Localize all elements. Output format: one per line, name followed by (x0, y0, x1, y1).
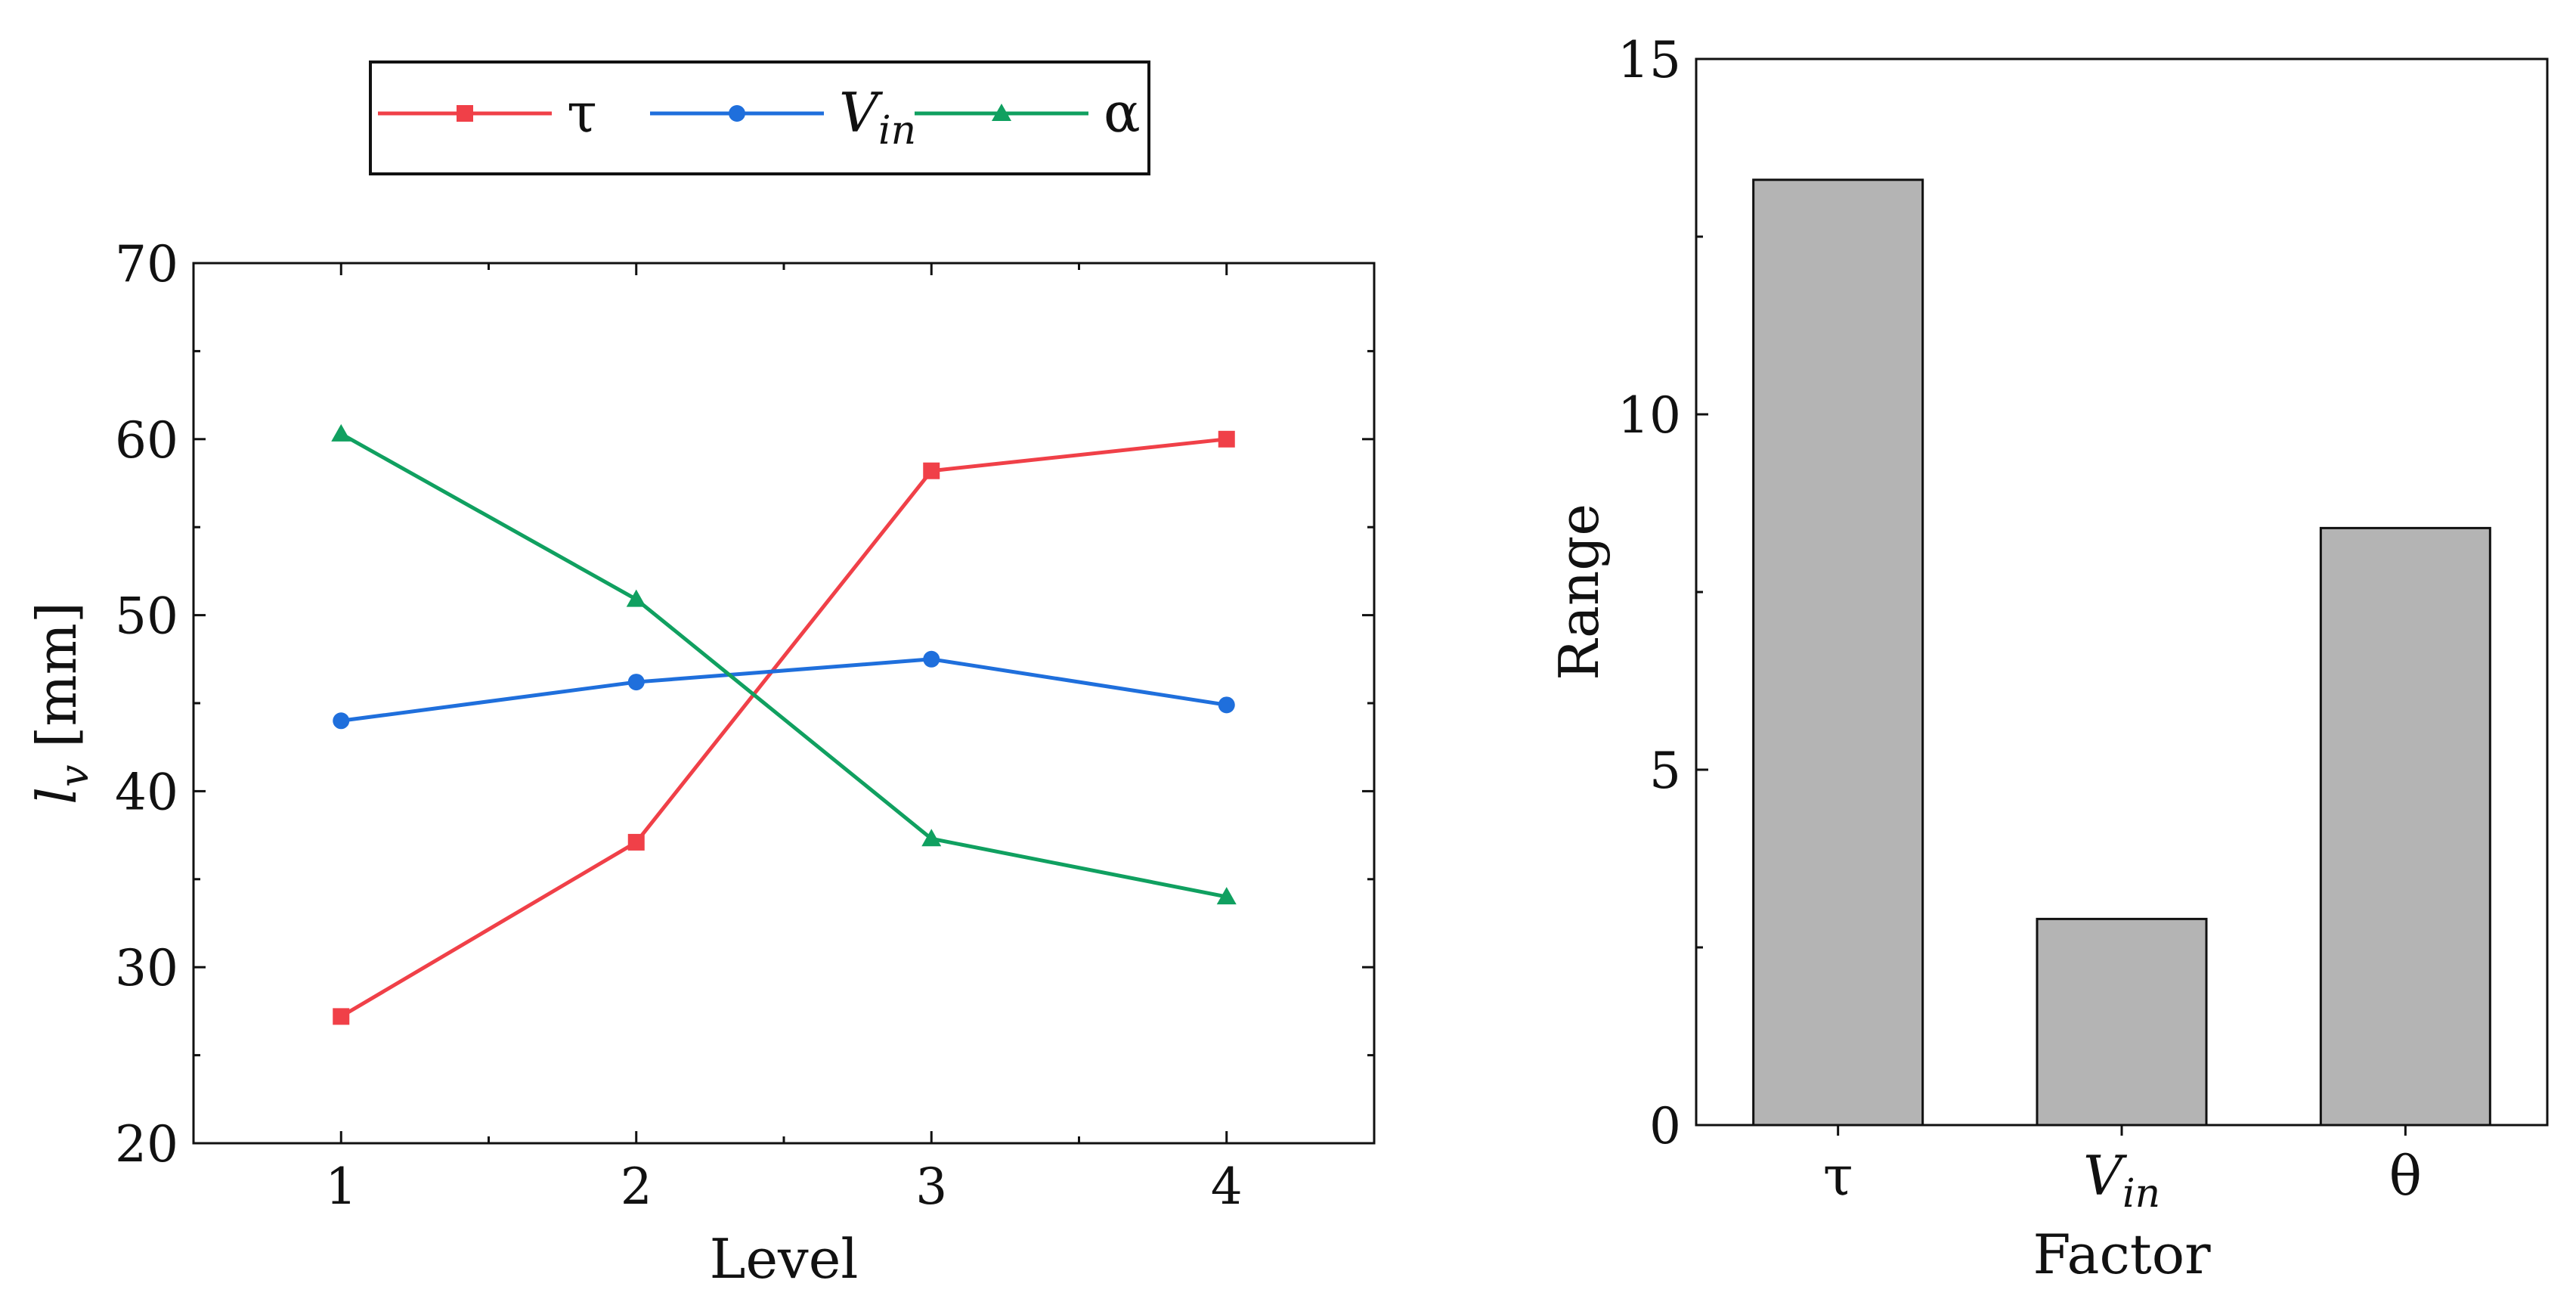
x-axis-label: Factor (2033, 1223, 2211, 1286)
data-point (627, 674, 645, 691)
y-tick-label: 0 (1649, 1097, 1681, 1155)
data-point (921, 829, 942, 847)
legend-label: Vin (839, 81, 916, 153)
plot-frame (192, 262, 1376, 1145)
bar (1752, 178, 1924, 1127)
series-line (339, 437, 1228, 1018)
legend-marker (457, 105, 473, 122)
legend-label: τ (567, 81, 597, 144)
y-axis-label: lv [mm] (25, 602, 98, 804)
data-point (1216, 887, 1237, 905)
legend-marker (729, 105, 745, 122)
x-tick-label: τ (1823, 1144, 1853, 1207)
y-tick-label: 70 (115, 235, 178, 293)
x-tick-label: Vin (2083, 1144, 2160, 1217)
x-tick-label: 1 (325, 1158, 357, 1216)
y-tick-label: 50 (115, 587, 178, 646)
y-tick-label: 40 (115, 763, 178, 821)
bar (2036, 917, 2208, 1127)
x-tick-label: 3 (915, 1158, 947, 1216)
x-tick-label: θ (2389, 1144, 2422, 1207)
x-tick-label: 4 (1211, 1158, 1243, 1216)
y-tick-label: 20 (115, 1115, 178, 1173)
x-axis-label: Level (710, 1227, 859, 1291)
y-tick-label: 10 (1618, 386, 1681, 445)
bar (2319, 526, 2491, 1127)
y-axis-label: Range (1547, 504, 1611, 680)
series-line (340, 432, 1228, 899)
bar-chart: 0 5 10 15 τ Vin θ Factor Range (1547, 31, 2549, 1286)
data-point (333, 1008, 350, 1025)
y-tick-label: 15 (1618, 31, 1681, 89)
data-point (626, 589, 646, 607)
y-tick-label: 30 (115, 939, 178, 997)
legend-label: α (1104, 81, 1141, 144)
data-point (331, 423, 351, 442)
series-line (340, 657, 1228, 723)
data-point (923, 650, 940, 668)
line-chart: 20 30 40 50 60 70 1 2 3 4 Level lv [mm] τ Vin α (25, 60, 1376, 1291)
data-point (627, 833, 645, 851)
x-tick-label: 2 (621, 1158, 652, 1216)
legend-marker (992, 104, 1011, 121)
data-point (333, 712, 350, 730)
data-point (1218, 430, 1235, 448)
y-tick-label: 60 (115, 411, 178, 470)
data-point (923, 462, 940, 479)
data-point (1218, 696, 1235, 714)
legend: τ Vin α (369, 60, 1150, 175)
legend-box (369, 60, 1150, 175)
y-tick-label: 5 (1649, 742, 1681, 800)
